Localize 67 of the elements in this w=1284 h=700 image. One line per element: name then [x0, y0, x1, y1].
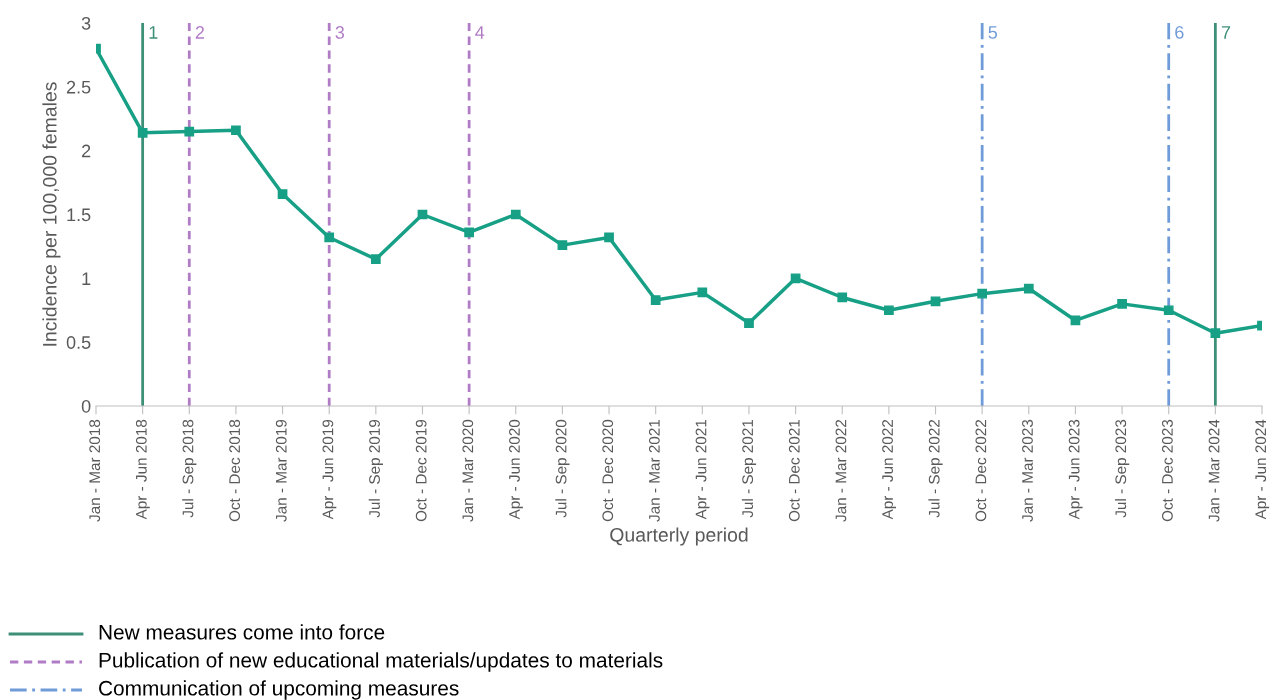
x-tick-label: Jul - Sep 2021 — [741, 419, 757, 518]
point — [510, 209, 521, 220]
point — [1023, 283, 1034, 294]
x-tick-label: Apr - Jun 2018 — [135, 419, 150, 520]
ref-line-label: 7 — [1221, 26, 1231, 39]
point — [837, 292, 848, 303]
ref-line-label: 2 — [195, 26, 205, 39]
x-tick-label: Jul - Sep 2023 — [1114, 419, 1130, 518]
ref-line-label: 6 — [1175, 26, 1184, 39]
y-tick-label: 1 — [82, 272, 91, 285]
ref-line-label: 3 — [335, 26, 345, 39]
point — [930, 296, 941, 307]
x-tick-label: Oct - Dec 2022 — [975, 419, 987, 522]
x-tick-label: Oct - Dec 2018 — [229, 419, 241, 522]
point — [137, 127, 148, 138]
point — [231, 125, 241, 136]
point — [1117, 299, 1127, 309]
x-tick-label: Jan - Mar 2023 — [1022, 419, 1033, 522]
ref-line-label: 4 — [475, 26, 485, 39]
point — [604, 232, 614, 243]
x-tick-label: Jan - Mar 2019 — [275, 419, 287, 522]
point — [1210, 328, 1221, 339]
point — [790, 273, 801, 284]
x-tick-label: Jan - Mar 2018 — [89, 419, 101, 522]
point — [277, 189, 288, 199]
x-tick-label: Jan - Mar 2020 — [462, 419, 474, 522]
x-tick-label: Apr - Jun 2020 — [509, 419, 523, 520]
x-tick-label: Jul - Sep 2018 — [182, 419, 197, 518]
y-tick-label: 0 — [81, 399, 91, 413]
point — [697, 287, 708, 298]
point — [1163, 305, 1174, 316]
text: New measures come into force — [99, 624, 385, 640]
point — [184, 126, 195, 137]
x-tick-label: Oct - Dec 2021 — [788, 419, 800, 522]
x-tick-label: Apr - Jun 2022 — [882, 419, 896, 520]
y-tick-label: 3 — [81, 16, 91, 30]
point — [464, 227, 474, 238]
point — [977, 288, 988, 299]
y-axis-title: Incidence per 100,000 females — [42, 82, 61, 346]
y-tick-label: 1.5 — [67, 208, 91, 222]
x-tick-label: Jan - Mar 2022 — [835, 419, 847, 522]
x-tick-label: Oct - Dec 2020 — [602, 419, 614, 522]
y-tick-label: 2.5 — [66, 80, 91, 94]
x-tick-label: Jan - Mar 2021 — [648, 419, 660, 522]
x-tick-label: Jan - Mar 2024 — [1208, 419, 1220, 522]
point — [370, 254, 381, 265]
x-axis-title: Quarterly period — [610, 527, 748, 546]
x-tick-label: Jul - Sep 2022 — [928, 419, 943, 518]
x-tick-label: Apr - Jun 2024 — [1255, 419, 1270, 520]
x-tick-label: Oct - Dec 2023 — [1162, 419, 1173, 522]
y-tick-label: 2 — [82, 144, 91, 158]
x-tick-label: Apr - Jun 2023 — [1068, 419, 1083, 520]
text: Communication of upcoming measures — [99, 680, 459, 700]
x-tick-label: Apr - Jun 2021 — [695, 419, 710, 520]
ref-line-label: 5 — [988, 26, 998, 39]
point — [324, 232, 335, 243]
point — [557, 240, 568, 251]
y-tick-label: 0.5 — [66, 336, 91, 349]
x-tick-label: Apr - Jun 2019 — [322, 419, 337, 520]
x-tick-label: Jul - Sep 2019 — [368, 419, 383, 518]
point — [650, 295, 661, 305]
point — [744, 318, 754, 328]
x-tick-label: Oct - Dec 2019 — [415, 419, 427, 522]
ref-line-label: 1 — [149, 26, 158, 39]
x-tick-label: Jul - Sep 2020 — [555, 419, 570, 518]
point — [884, 305, 894, 316]
text: Publication of new educational materials/updates to materials — [99, 652, 663, 672]
